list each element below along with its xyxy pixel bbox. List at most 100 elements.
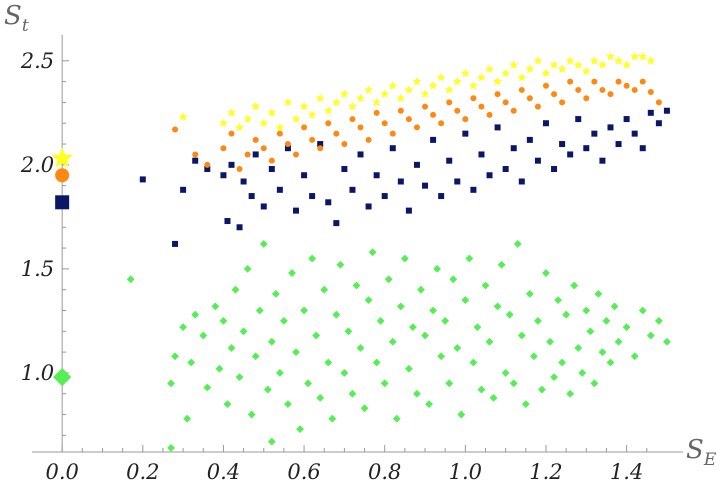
- data-point-star: [501, 68, 511, 78]
- data-point-square: [204, 166, 211, 173]
- data-point-diamond: [554, 296, 562, 305]
- data-point-diamond: [312, 331, 321, 340]
- data-point-diamond: [187, 358, 196, 367]
- data-point-square: [575, 116, 582, 123]
- data-point-diamond: [183, 414, 192, 423]
- data-point-circle: [502, 99, 509, 106]
- data-point-star: [573, 60, 583, 69]
- data-point-diamond: [271, 289, 280, 298]
- data-point-diamond: [421, 331, 429, 340]
- data-point-circle: [284, 141, 291, 148]
- data-point-square: [510, 145, 517, 152]
- data-point-square: [494, 124, 501, 131]
- x-axis-title-main: S: [686, 435, 704, 465]
- data-point-square: [252, 151, 259, 158]
- data-point-star: [605, 51, 616, 61]
- data-point-diamond: [517, 331, 526, 340]
- data-point-star: [436, 72, 446, 82]
- data-point-square: [248, 193, 255, 200]
- data-point-circle: [397, 107, 404, 114]
- data-point-diamond: [223, 400, 232, 409]
- data-point-diamond: [646, 331, 655, 340]
- data-point-circle: [252, 136, 259, 143]
- data-point-diamond: [388, 337, 397, 346]
- data-point-circle: [486, 111, 493, 118]
- data-point-star: [614, 56, 624, 65]
- data-point-diamond: [171, 352, 179, 361]
- data-point-diamond: [521, 400, 530, 409]
- data-point-square: [607, 124, 614, 131]
- data-point-diamond: [578, 369, 587, 377]
- data-point-diamond: [259, 240, 268, 248]
- data-point-diamond: [255, 306, 264, 315]
- data-point-square: [389, 145, 396, 152]
- data-point-diamond: [348, 389, 357, 398]
- data-point-diamond: [654, 317, 663, 325]
- data-point-diamond: [457, 410, 466, 419]
- data-point-square: [462, 130, 469, 137]
- data-point-circle: [192, 151, 199, 158]
- data-point-square: [413, 161, 420, 168]
- data-point-diamond: [562, 310, 571, 319]
- data-point-star: [307, 110, 317, 119]
- data-point-diamond: [219, 317, 228, 325]
- data-point-star: [581, 66, 591, 76]
- data-point-diamond: [570, 281, 579, 290]
- x-tick-label: 0.6: [287, 460, 320, 484]
- data-point-square: [526, 136, 533, 143]
- data-point-diamond: [445, 379, 454, 388]
- data-point-square: [583, 145, 590, 152]
- data-point-diamond: [663, 337, 671, 346]
- data-point-diamond: [582, 306, 591, 315]
- data-point-diamond: [409, 323, 417, 332]
- x-tick-label: 0.0: [45, 460, 78, 484]
- data-point-circle: [591, 78, 598, 85]
- data-point-diamond: [320, 285, 329, 294]
- data-point-diamond: [292, 348, 300, 357]
- data-point-diamond: [477, 385, 486, 394]
- data-point-diamond: [126, 275, 135, 284]
- data-point-diamond: [538, 385, 546, 394]
- data-point-circle: [615, 78, 622, 85]
- data-point-star: [283, 97, 293, 107]
- data-point-diamond: [501, 369, 510, 377]
- data-point-diamond: [332, 310, 341, 319]
- data-point-diamond: [340, 369, 349, 377]
- data-point-square: [486, 172, 493, 179]
- data-point-star: [485, 64, 495, 73]
- data-point-star: [275, 122, 285, 132]
- data-point-diamond: [546, 337, 554, 346]
- data-point-square: [357, 151, 364, 158]
- data-point-circle: [373, 109, 380, 116]
- data-point-square: [192, 157, 199, 164]
- y-tick-label: 2.5: [20, 49, 54, 73]
- data-point-diamond: [239, 327, 248, 336]
- data-point-square: [446, 157, 453, 164]
- data-point-diamond: [336, 260, 345, 269]
- y-axis-title-sub: t: [22, 16, 29, 36]
- data-point-star: [493, 76, 503, 86]
- data-point-diamond: [372, 358, 381, 367]
- data-point-square: [518, 178, 525, 185]
- data-point-square: [454, 178, 461, 185]
- data-point-square: [438, 193, 445, 200]
- data-point-star: [565, 56, 575, 65]
- data-point-star: [267, 108, 277, 117]
- data-point-circle: [542, 82, 549, 89]
- highlight-point-star: [51, 147, 73, 168]
- data-point-square: [567, 151, 574, 158]
- data-point-diamond: [614, 337, 623, 346]
- data-point-square: [381, 193, 388, 200]
- data-point-diamond: [267, 337, 276, 346]
- data-point-diamond: [550, 373, 558, 381]
- data-point-star: [509, 60, 519, 69]
- data-point-circle: [438, 120, 445, 127]
- data-point-square: [293, 207, 300, 214]
- data-point-star: [533, 56, 543, 65]
- data-point-diamond: [211, 302, 220, 311]
- data-point-circle: [244, 151, 251, 158]
- data-point-circle: [268, 157, 275, 164]
- data-point-square: [301, 172, 308, 179]
- data-point-diamond: [622, 323, 631, 332]
- data-point-diamond: [191, 310, 200, 319]
